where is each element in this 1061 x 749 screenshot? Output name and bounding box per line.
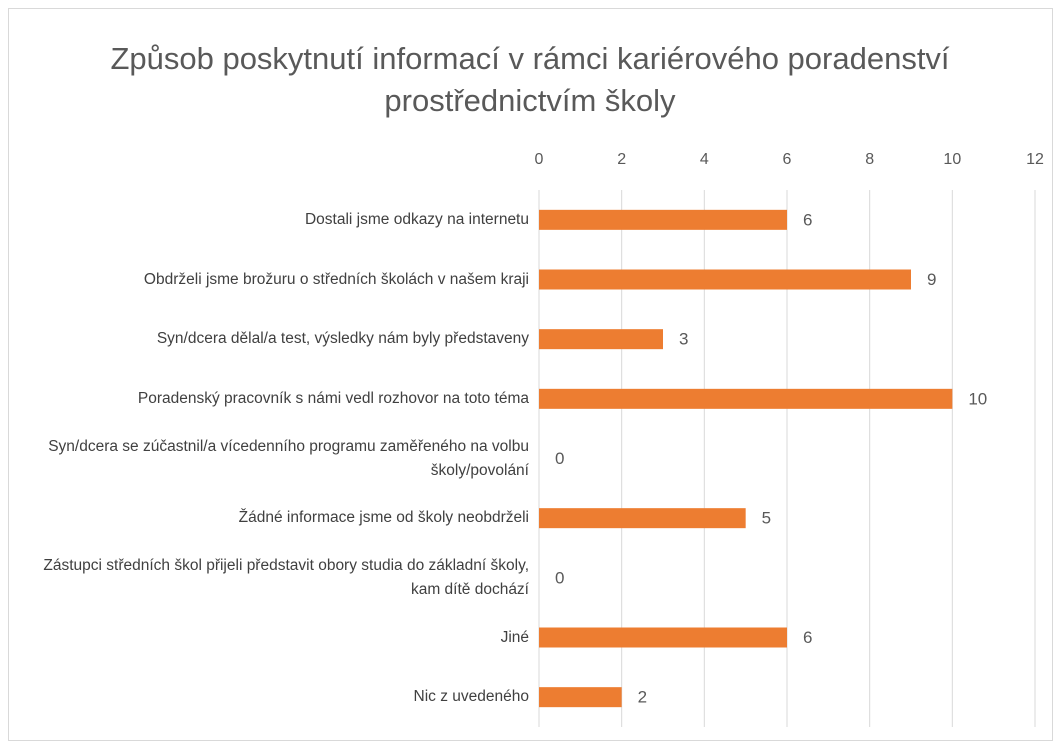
y-tick-label: Nic z uvedeného (413, 688, 529, 706)
x-tick-label: 10 (943, 151, 961, 168)
chart-border (8, 8, 1053, 741)
y-tick-label: Jiné (500, 628, 529, 646)
y-tick-label: Syn/dcera dělal/a test, výsledky nám byl… (156, 330, 529, 348)
data-label: 6 (803, 210, 812, 229)
bar (539, 269, 911, 290)
y-tick-label: Poradenský pracovník s námi vedl rozhovo… (137, 389, 529, 407)
bar (539, 508, 746, 529)
bar (539, 388, 953, 409)
data-label: 0 (555, 449, 564, 468)
x-tick-label: 0 (535, 151, 544, 168)
bar (539, 627, 787, 648)
bar (539, 687, 622, 708)
data-label: 3 (679, 330, 688, 349)
chart-title: Způsob poskytnutí informací v rámci kari… (110, 41, 950, 118)
bar (539, 209, 787, 230)
data-label: 6 (803, 628, 812, 647)
data-label: 5 (762, 509, 771, 528)
x-tick-label: 6 (783, 151, 792, 168)
x-tick-label: 2 (617, 151, 626, 168)
data-label: 2 (638, 688, 647, 707)
y-tick-label: Žádné informace jsme od školy neobdrželi (238, 509, 529, 527)
data-label: 9 (927, 270, 936, 289)
x-tick-label: 8 (865, 151, 874, 168)
x-tick-label: 4 (700, 151, 709, 168)
bar (539, 329, 663, 350)
y-tick-label: Zástupci středních škol přijeli představ… (43, 556, 529, 598)
x-tick-label: 12 (1026, 151, 1044, 168)
data-label: 10 (968, 389, 987, 408)
y-tick-label: Obdrželi jsme brožuru o středních školác… (143, 270, 529, 288)
y-tick-label: Syn/dcera se zúčastnil/a vícedenního pro… (48, 437, 529, 479)
y-tick-label: Dostali jsme odkazy na internetu (304, 210, 529, 228)
data-label: 0 (555, 568, 564, 587)
